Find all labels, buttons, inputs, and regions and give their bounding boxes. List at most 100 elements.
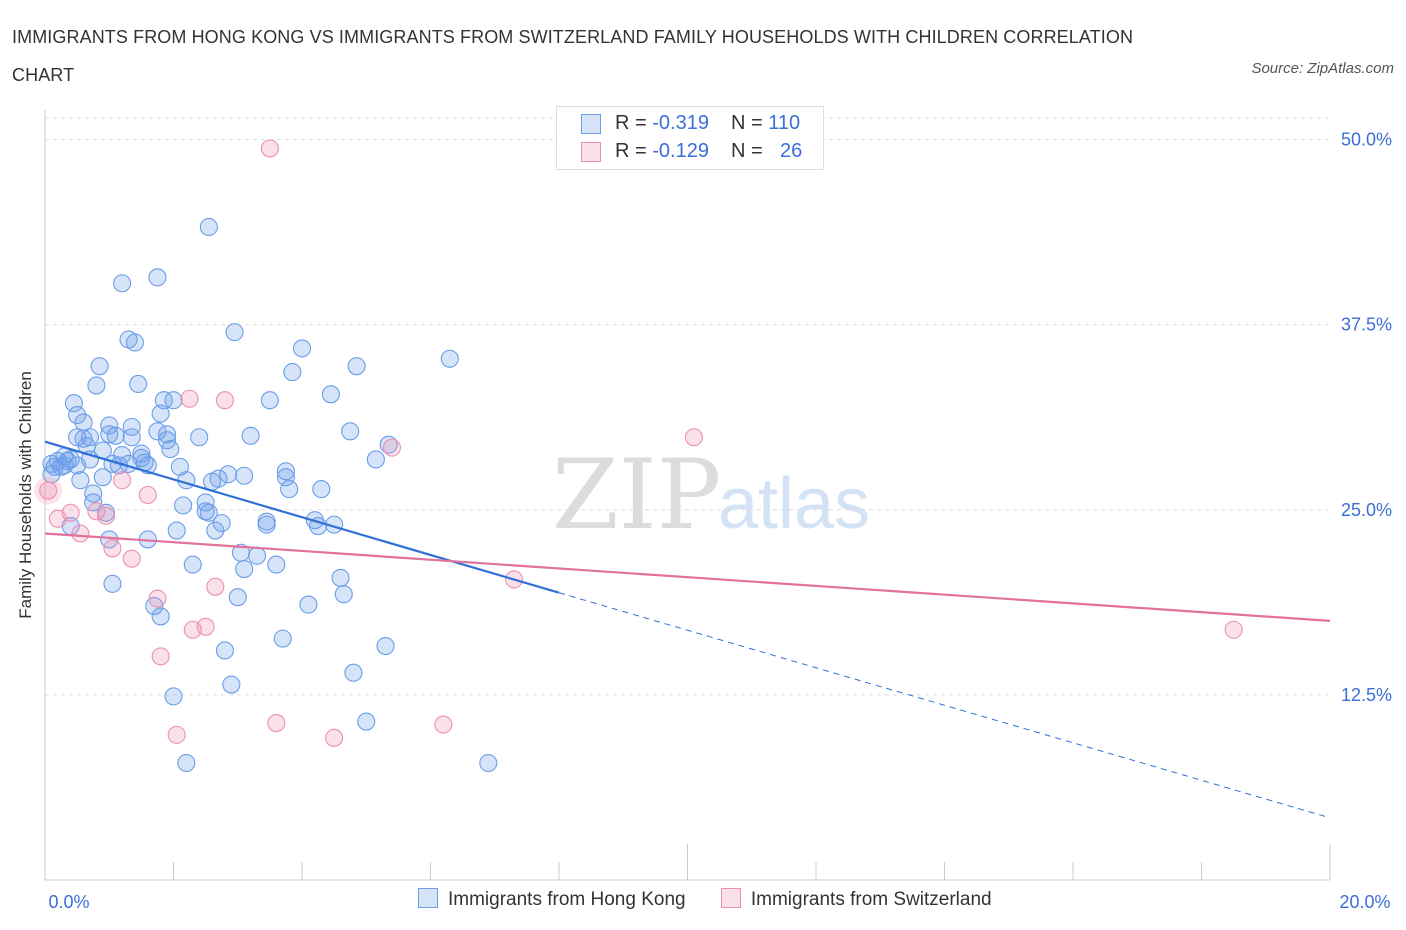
data-point bbox=[312, 480, 331, 499]
data-point bbox=[87, 376, 106, 395]
r-label: R = bbox=[615, 140, 653, 162]
n-label: N = bbox=[730, 112, 769, 134]
data-point bbox=[167, 521, 186, 540]
data-point bbox=[122, 428, 141, 447]
data-point bbox=[164, 687, 183, 706]
data-point bbox=[325, 728, 344, 747]
data-point bbox=[39, 481, 58, 500]
n-value: 110 bbox=[768, 112, 801, 134]
data-point bbox=[113, 274, 132, 293]
data-point bbox=[196, 617, 215, 636]
data-point bbox=[167, 725, 186, 744]
data-point bbox=[219, 465, 238, 484]
data-point bbox=[129, 374, 148, 393]
data-point bbox=[199, 503, 218, 522]
data-point bbox=[206, 521, 225, 540]
data-point bbox=[331, 568, 350, 587]
data-point bbox=[228, 588, 247, 607]
data-point bbox=[273, 629, 292, 648]
r-value: -0.129 bbox=[652, 140, 709, 162]
data-point bbox=[321, 385, 340, 404]
data-point bbox=[96, 506, 116, 525]
data-point bbox=[161, 440, 180, 459]
data-point bbox=[257, 515, 276, 534]
tick-labels: 12.5% 25.0% 37.5% 50.0% 0.0% 20.0% bbox=[48, 130, 1392, 912]
legend-item-switzerland[interactable]: Immigrants from Switzerland bbox=[720, 888, 992, 911]
data-point bbox=[209, 469, 228, 488]
data-point bbox=[68, 405, 87, 425]
n-value: 26 bbox=[779, 140, 803, 162]
series-points-0 bbox=[42, 217, 498, 773]
data-point bbox=[292, 339, 312, 358]
data-point bbox=[247, 546, 267, 565]
data-point bbox=[366, 450, 385, 469]
data-point bbox=[158, 425, 177, 444]
data-point bbox=[334, 585, 353, 604]
data-point bbox=[235, 466, 254, 485]
data-point bbox=[58, 451, 77, 470]
data-point bbox=[154, 391, 173, 410]
n-label: N = bbox=[730, 140, 769, 162]
legend-swatch-switzerland bbox=[581, 141, 601, 162]
stats-row-hong-kong: R = -0.319 N = 110 bbox=[581, 112, 800, 138]
data-point bbox=[267, 555, 286, 574]
data-point bbox=[280, 480, 299, 499]
y-tick-label: 12.5% bbox=[1341, 685, 1392, 705]
data-point bbox=[260, 391, 279, 410]
legend-swatch-switzerland bbox=[720, 888, 741, 908]
data-point bbox=[357, 712, 376, 731]
data-point bbox=[103, 539, 122, 558]
data-point bbox=[190, 428, 209, 447]
legend-swatch-hong-kong bbox=[418, 888, 438, 908]
legend-swatch-hong-kong bbox=[581, 113, 601, 134]
r-value: -0.319 bbox=[652, 112, 709, 134]
trend-line-switzerland bbox=[44, 532, 1331, 622]
chart-title: IMMIGRANTS FROM HONG KONG VS IMMIGRANTS … bbox=[12, 27, 1134, 85]
data-point bbox=[225, 323, 244, 342]
stats-legend: R = -0.319 N = 110 R = -0.129 N = 26 bbox=[556, 106, 824, 170]
data-point bbox=[267, 713, 286, 733]
data-point bbox=[64, 394, 83, 413]
data-point bbox=[177, 753, 196, 773]
chart-source: Source: ZipAtlas.com bbox=[1251, 60, 1394, 77]
data-point bbox=[80, 428, 100, 447]
data-point bbox=[122, 417, 141, 436]
y-tick-label: 25.0% bbox=[1341, 500, 1392, 520]
data-point bbox=[344, 663, 363, 682]
data-point bbox=[260, 139, 279, 158]
data-point bbox=[177, 471, 196, 490]
points-layer bbox=[34, 139, 1243, 773]
data-point bbox=[183, 555, 202, 574]
data-point bbox=[174, 496, 193, 515]
data-point bbox=[206, 577, 225, 596]
data-point bbox=[151, 607, 170, 626]
data-point bbox=[164, 391, 183, 410]
data-point bbox=[479, 753, 498, 773]
data-point-cluster bbox=[34, 476, 63, 505]
y-tick-label: 50.0% bbox=[1341, 130, 1392, 150]
data-point bbox=[71, 471, 90, 490]
axes bbox=[44, 110, 1331, 881]
data-point bbox=[87, 502, 106, 521]
legend-label-hong-kong: Immigrants from Hong Kong bbox=[448, 889, 686, 910]
data-point bbox=[100, 425, 119, 444]
data-point bbox=[379, 435, 398, 454]
data-point bbox=[71, 524, 90, 543]
data-point bbox=[125, 333, 144, 352]
data-point bbox=[122, 549, 141, 568]
data-point bbox=[222, 675, 241, 694]
data-point bbox=[199, 217, 218, 237]
data-point bbox=[276, 462, 295, 481]
watermark: ZIP atlas bbox=[552, 439, 870, 551]
trend-lines bbox=[44, 440, 1331, 819]
data-point bbox=[684, 428, 703, 447]
x-tick-label: 20.0% bbox=[1339, 892, 1390, 912]
data-point bbox=[180, 389, 199, 408]
data-point bbox=[299, 595, 318, 614]
data-point bbox=[212, 514, 231, 533]
data-point bbox=[61, 503, 80, 522]
trend-line-hong-kong-extension bbox=[558, 592, 1331, 819]
stats-row-switzerland: R = -0.129 N = 26 bbox=[581, 140, 802, 166]
legend-item-hong-kong[interactable]: Immigrants from Hong Kong bbox=[418, 888, 686, 911]
data-point bbox=[151, 404, 170, 423]
